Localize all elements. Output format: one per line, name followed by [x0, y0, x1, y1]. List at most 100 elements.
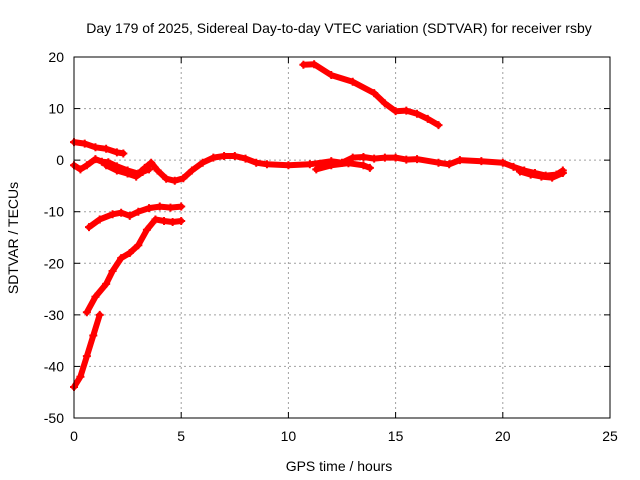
data-point — [134, 207, 143, 216]
data-point — [402, 106, 411, 115]
data-point — [102, 161, 111, 170]
plot-border — [73, 56, 611, 419]
x-tick-label: 5 — [177, 428, 185, 444]
data-point — [132, 172, 141, 181]
data-point — [537, 172, 546, 181]
data-series — [70, 60, 567, 392]
data-point — [526, 170, 535, 179]
y-tick-label: -50 — [44, 410, 64, 426]
data-point — [299, 60, 308, 69]
data-point — [151, 215, 160, 224]
data-point — [370, 89, 379, 98]
data-point — [230, 152, 239, 161]
data-point — [348, 153, 357, 162]
data-point — [312, 165, 321, 174]
data-point — [162, 174, 171, 183]
data-point — [91, 292, 100, 301]
data-point — [327, 161, 336, 170]
y-tick-label: -10 — [44, 204, 64, 220]
data-point — [112, 148, 121, 157]
data-point — [76, 372, 85, 381]
y-tick-label: 10 — [48, 101, 64, 117]
data-point — [145, 204, 154, 213]
x-axis-label: GPS time / hours — [286, 458, 393, 474]
data-point — [310, 60, 319, 69]
data-point — [160, 216, 169, 225]
series-track-minus10 — [86, 203, 185, 231]
data-point — [155, 202, 164, 211]
data-point — [284, 161, 293, 170]
data-point — [123, 169, 132, 178]
data-point — [138, 168, 147, 177]
x-tick-label: 20 — [495, 428, 511, 444]
data-point — [515, 167, 524, 176]
data-point — [147, 158, 156, 167]
data-point — [179, 174, 188, 183]
data-point — [82, 161, 91, 170]
data-point — [252, 158, 261, 167]
y-axis-label: SDTVAR / TECUs — [5, 182, 21, 294]
y-tick-label: -20 — [44, 255, 64, 271]
grid-lines — [74, 57, 610, 418]
data-point — [348, 77, 357, 86]
data-point — [365, 163, 374, 172]
data-point — [153, 166, 162, 175]
data-point — [95, 215, 104, 224]
data-point — [91, 143, 100, 152]
data-point — [102, 144, 111, 153]
data-point — [344, 159, 353, 168]
data-point — [359, 153, 368, 162]
data-point — [370, 154, 379, 163]
data-point — [241, 154, 250, 163]
data-point — [380, 99, 389, 108]
data-point — [145, 165, 154, 174]
data-point — [95, 310, 104, 319]
data-point — [82, 308, 91, 317]
data-point — [327, 71, 336, 80]
data-point — [209, 153, 218, 162]
data-point — [455, 156, 464, 165]
data-point — [117, 254, 126, 263]
data-point — [142, 225, 151, 234]
data-point — [112, 166, 121, 175]
data-point — [80, 139, 89, 148]
axes: 0 5 10 15 20 25 -50 -40 -30 -20 -10 0 10 20 — [44, 49, 618, 444]
data-point — [108, 267, 117, 276]
data-point — [391, 107, 400, 116]
x-tick-label: 25 — [602, 428, 618, 444]
data-point — [477, 157, 486, 166]
data-point — [558, 169, 567, 178]
data-point — [102, 279, 111, 288]
data-point — [134, 241, 143, 250]
y-tick-label: 20 — [48, 49, 64, 65]
data-point — [117, 208, 126, 217]
data-point — [434, 158, 443, 167]
data-point — [125, 211, 134, 220]
data-point — [509, 162, 518, 171]
data-point — [402, 155, 411, 164]
data-point — [305, 160, 314, 169]
data-point — [359, 161, 368, 170]
data-point — [262, 160, 271, 169]
data-point — [198, 158, 207, 167]
data-point — [125, 248, 134, 257]
data-point — [91, 155, 100, 164]
data-point — [108, 210, 117, 219]
x-tick-label: 10 — [281, 428, 297, 444]
data-point — [177, 216, 186, 225]
y-tick-label: -40 — [44, 358, 64, 374]
data-point — [85, 223, 94, 232]
data-point — [445, 160, 454, 169]
data-point — [89, 331, 98, 340]
data-point — [170, 176, 179, 185]
data-point — [166, 203, 175, 212]
data-point — [82, 352, 91, 361]
data-point — [413, 109, 422, 118]
y-tick-label: 0 — [56, 152, 64, 168]
data-point — [391, 153, 400, 162]
data-point — [498, 158, 507, 167]
data-point — [548, 173, 557, 182]
data-point — [220, 152, 229, 161]
